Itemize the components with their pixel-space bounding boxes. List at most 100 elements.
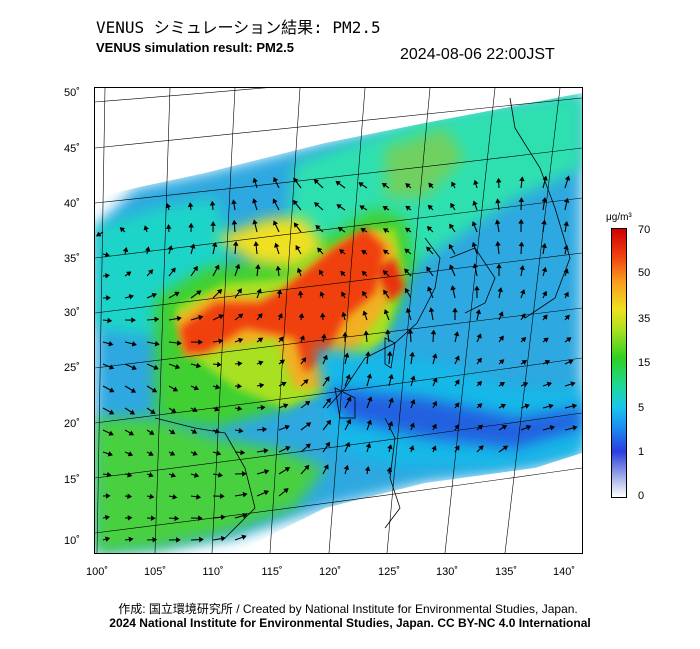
wind-arrowhead (321, 333, 327, 339)
wind-arrowhead (154, 316, 160, 323)
wind-arrowhead (192, 265, 198, 272)
wind-arrowhead (426, 246, 432, 252)
wind-arrowhead (127, 493, 133, 499)
wind-arrowhead (218, 338, 224, 344)
wind-arrowhead (149, 493, 155, 500)
wind-arrowhead (104, 536, 111, 542)
wind-arrowhead (198, 314, 204, 321)
wind-arrowhead (214, 264, 220, 270)
wind-arrowhead (215, 384, 221, 390)
wind-arrowhead (273, 177, 279, 183)
wind-arrowhead (382, 249, 389, 255)
wind-arrowhead (498, 335, 504, 341)
wind-arrowhead (148, 472, 154, 478)
wind-arrowhead (151, 387, 158, 393)
colorbar-tick-5: 5 (638, 402, 645, 414)
wind-arrowhead (237, 383, 243, 389)
wind-arrowhead (297, 290, 304, 296)
wind-arrowhead (568, 359, 574, 365)
wind-arrowhead (196, 494, 202, 500)
wind-arrowhead (563, 268, 569, 274)
wind-arrowhead (404, 268, 410, 274)
wind-arrowhead (131, 341, 137, 347)
colorbar (611, 228, 627, 498)
wind-arrowhead (360, 228, 366, 233)
wind-arrowhead (518, 241, 525, 247)
wind-arrowhead (192, 450, 198, 456)
wind-arrowhead (153, 364, 159, 370)
wind-arrowhead (176, 537, 181, 543)
wind-arrowhead (335, 180, 341, 186)
wind-arrowhead (366, 373, 372, 379)
colorbar-tick-50: 50 (638, 267, 651, 279)
wind-arrowhead (122, 247, 129, 253)
wind-arrowhead (128, 430, 135, 436)
coastlines (154, 97, 571, 539)
pm25-map (94, 87, 583, 554)
colorbar-tick-70: 70 (638, 224, 651, 236)
wind-arrowhead (257, 313, 263, 319)
wind-arrowhead (363, 330, 370, 336)
wind-arrowhead (238, 427, 244, 434)
wind-arrowhead (564, 175, 571, 181)
colorbar-tick-35: 35 (638, 313, 651, 325)
wind-arrowhead (167, 245, 173, 251)
wind-arrowhead (304, 464, 310, 471)
wind-arrowhead (196, 290, 202, 296)
wind-arrowhead (191, 428, 198, 434)
wind-arrowhead (454, 445, 460, 451)
wind-arrowhead (541, 243, 547, 249)
wind-arrowhead (150, 515, 156, 521)
graticule (95, 88, 582, 553)
wind-arrowhead (256, 288, 262, 294)
wind-arrowhead (520, 313, 526, 319)
wind-arrowhead (382, 228, 389, 234)
wind-arrowhead (148, 450, 154, 456)
wind-arrowhead (188, 222, 194, 228)
lat-label-20: 20˚ (64, 418, 80, 430)
lon-label-105: 105˚ (143, 566, 167, 578)
wind-arrowhead (522, 382, 529, 388)
wind-arrowhead (170, 267, 176, 273)
wind-arrowhead (193, 385, 200, 391)
wind-arrowhead (314, 202, 320, 208)
wind-arrowhead (476, 380, 483, 387)
wind-arrowhead (383, 289, 389, 296)
wind-arrowhead (548, 403, 554, 409)
wind-arrowhead (325, 441, 331, 448)
wind-arrowhead (95, 231, 102, 237)
wind-arrowhead (295, 245, 301, 251)
wind-arrowhead (104, 252, 110, 258)
wind-arrowhead (495, 198, 501, 204)
wind-arrowhead (104, 514, 110, 521)
wind-arrowhead (211, 242, 218, 248)
wind-arrowhead (518, 197, 525, 202)
wind-arrowhead (284, 424, 290, 430)
wind-arrowhead (323, 464, 329, 470)
wind-arrowhead (252, 219, 258, 225)
wind-arrowhead (144, 246, 151, 252)
wind-arrowhead (148, 429, 155, 435)
wind-arrowhead (237, 313, 244, 319)
wind-arrowhead (106, 295, 111, 301)
wind-arrowhead (476, 357, 482, 363)
wind-arrowhead (478, 445, 484, 451)
wind-arrowhead (541, 219, 547, 225)
lon-label-110: 110˚ (202, 566, 224, 578)
wind-arrowhead (385, 329, 391, 335)
wind-arrowhead (343, 464, 350, 471)
wind-arrowhead (472, 200, 478, 206)
wind-arrowhead (119, 227, 125, 233)
wind-arrowhead (298, 313, 305, 319)
wind-arrowhead (128, 536, 134, 543)
wind-arrowhead (432, 400, 438, 407)
wind-arrowhead (252, 198, 258, 204)
wind-arrowhead (105, 272, 111, 279)
wind-arrowhead (313, 179, 319, 185)
wind-arrowhead (284, 467, 291, 472)
wind-arrowhead (108, 364, 115, 370)
wind-arrowhead (220, 535, 226, 542)
wind-arrowhead (346, 418, 352, 425)
wind-arrowhead (242, 512, 248, 519)
wind-arrowhead (496, 263, 502, 269)
